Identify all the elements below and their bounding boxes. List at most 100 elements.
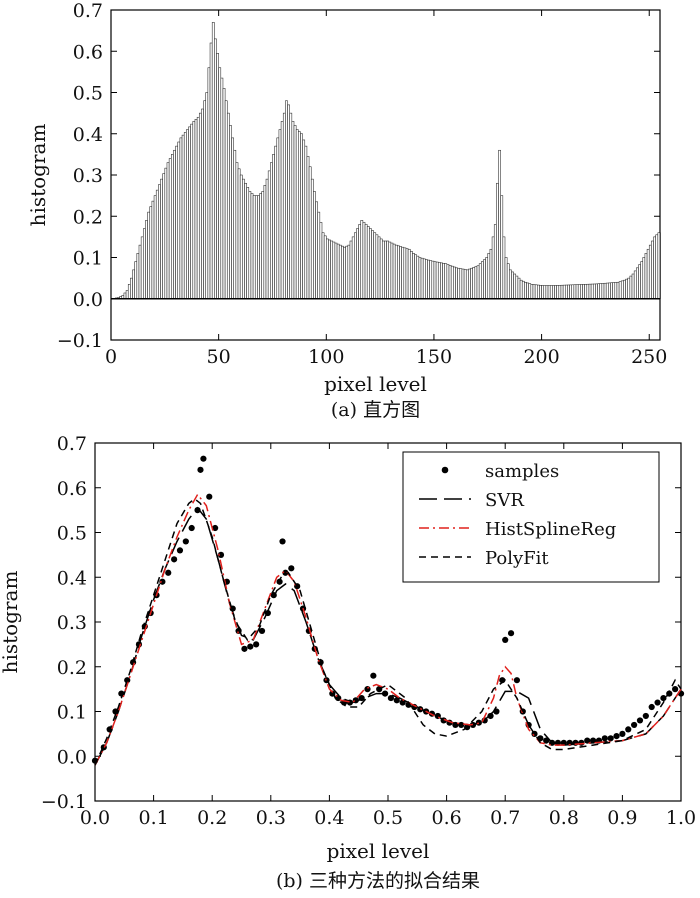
x-tick-label: 0.2	[197, 807, 227, 829]
y-tick-label: 0.7	[73, 0, 103, 22]
histogram-bar	[582, 284, 585, 300]
histogram-bar	[657, 232, 661, 300]
y-tick-label: 0.6	[57, 478, 87, 500]
histogram-bar	[218, 67, 222, 300]
histogram-bars	[110, 22, 661, 300]
x-tick-label: 0.7	[490, 807, 520, 829]
histogram-bar	[140, 236, 144, 300]
histogram-bar	[595, 283, 598, 300]
histogram-bar	[175, 145, 179, 300]
y-tick-label: 0.6	[73, 41, 103, 63]
histogram-bar	[457, 267, 461, 300]
histogram-bar	[511, 271, 514, 300]
polyfit-curve	[94, 497, 682, 766]
legend-label: SVR	[485, 490, 524, 511]
y-tick-label: −0.1	[41, 791, 87, 813]
histogram-bar	[270, 162, 273, 300]
histogram-bar	[431, 260, 435, 300]
histogram-bar	[390, 242, 394, 300]
histogram-bar	[272, 154, 275, 300]
histogram-bar	[481, 261, 484, 300]
histogram-bar	[302, 139, 306, 300]
histogram-bar	[379, 238, 383, 300]
histogram-bar	[310, 178, 314, 300]
histogram-bar	[405, 248, 409, 300]
y-tick-label: 0.0	[57, 746, 87, 768]
sample-point	[276, 578, 283, 585]
histogram-bar	[349, 240, 353, 300]
histogram-bar	[265, 178, 269, 300]
histogram-bar	[403, 247, 407, 300]
histogram-bar	[517, 277, 521, 300]
sample-point	[672, 686, 679, 693]
sample-point	[165, 569, 172, 576]
histogram-bar	[629, 275, 633, 300]
histogram-bar	[362, 222, 366, 300]
histogram-bar	[274, 145, 278, 300]
histogram-bar	[437, 262, 441, 300]
histogram-bar	[188, 126, 191, 300]
histogram-bar	[132, 269, 135, 300]
sample-point	[584, 737, 591, 744]
x-axis-label: pixel level	[324, 372, 427, 396]
histogram-bar	[513, 273, 517, 300]
histogram-bar	[134, 261, 138, 300]
histogram-bar	[261, 191, 265, 300]
x-tick-label: 50	[207, 346, 231, 368]
histogram-bar	[306, 156, 310, 300]
histogram-bar	[336, 243, 340, 300]
sample-point	[182, 538, 189, 545]
histogram-bar	[556, 285, 560, 300]
x-tick-label: 1.0	[666, 807, 696, 829]
histogram-bar	[526, 282, 529, 300]
histogram-bar	[646, 248, 650, 300]
svr-curve	[94, 506, 682, 766]
histogram-bar	[659, 232, 661, 300]
sample-point	[194, 507, 201, 514]
histogram-bar	[366, 226, 370, 300]
histogram-bar	[502, 236, 506, 300]
histogram-bar	[590, 283, 594, 300]
histogram-bar	[209, 42, 213, 300]
histogram-bar	[160, 178, 163, 300]
histogram-bar	[130, 277, 133, 300]
histogram-bar	[162, 173, 166, 300]
histogram-bar	[151, 200, 155, 300]
histogram-bar	[334, 242, 338, 300]
histogram-bar	[295, 129, 299, 300]
histogram-bar	[627, 277, 631, 300]
histogram-bar	[222, 88, 226, 300]
histogram-bar	[194, 119, 198, 300]
histogram-bar	[392, 243, 396, 300]
histogram-bar	[229, 125, 232, 300]
histogram-bar	[323, 235, 327, 300]
histogram-bar	[237, 168, 241, 300]
sample-point	[458, 721, 465, 729]
x-tick-label: 0.3	[256, 807, 286, 829]
histogram-bar	[373, 232, 377, 300]
histogram-bar	[143, 228, 146, 300]
x-tick-label: 0.5	[373, 807, 403, 829]
histogram-bar	[515, 275, 519, 300]
histogram-bar	[425, 259, 428, 300]
histogram-bar	[235, 162, 239, 300]
x-tick-label: 200	[523, 346, 559, 368]
histogram-bar	[386, 240, 390, 300]
histogram-bar	[171, 154, 174, 300]
histogram-bar	[564, 284, 568, 300]
histogram-bar	[183, 132, 187, 300]
sample-point	[642, 712, 649, 720]
sample-point	[393, 697, 400, 704]
histogram-bar	[409, 251, 413, 300]
histogram-bar	[313, 191, 316, 300]
histogram-bar	[444, 263, 448, 300]
y-tick-label: 0.4	[57, 567, 87, 589]
histogram-bar	[332, 241, 336, 300]
histogram-bar	[601, 283, 605, 300]
chart-caption: (b) 三种方法的拟合结果	[276, 870, 480, 892]
histogram-bar	[519, 279, 523, 300]
histogram-bar	[231, 137, 234, 300]
histogram-bar	[356, 228, 359, 300]
histogram-bar	[364, 224, 368, 300]
